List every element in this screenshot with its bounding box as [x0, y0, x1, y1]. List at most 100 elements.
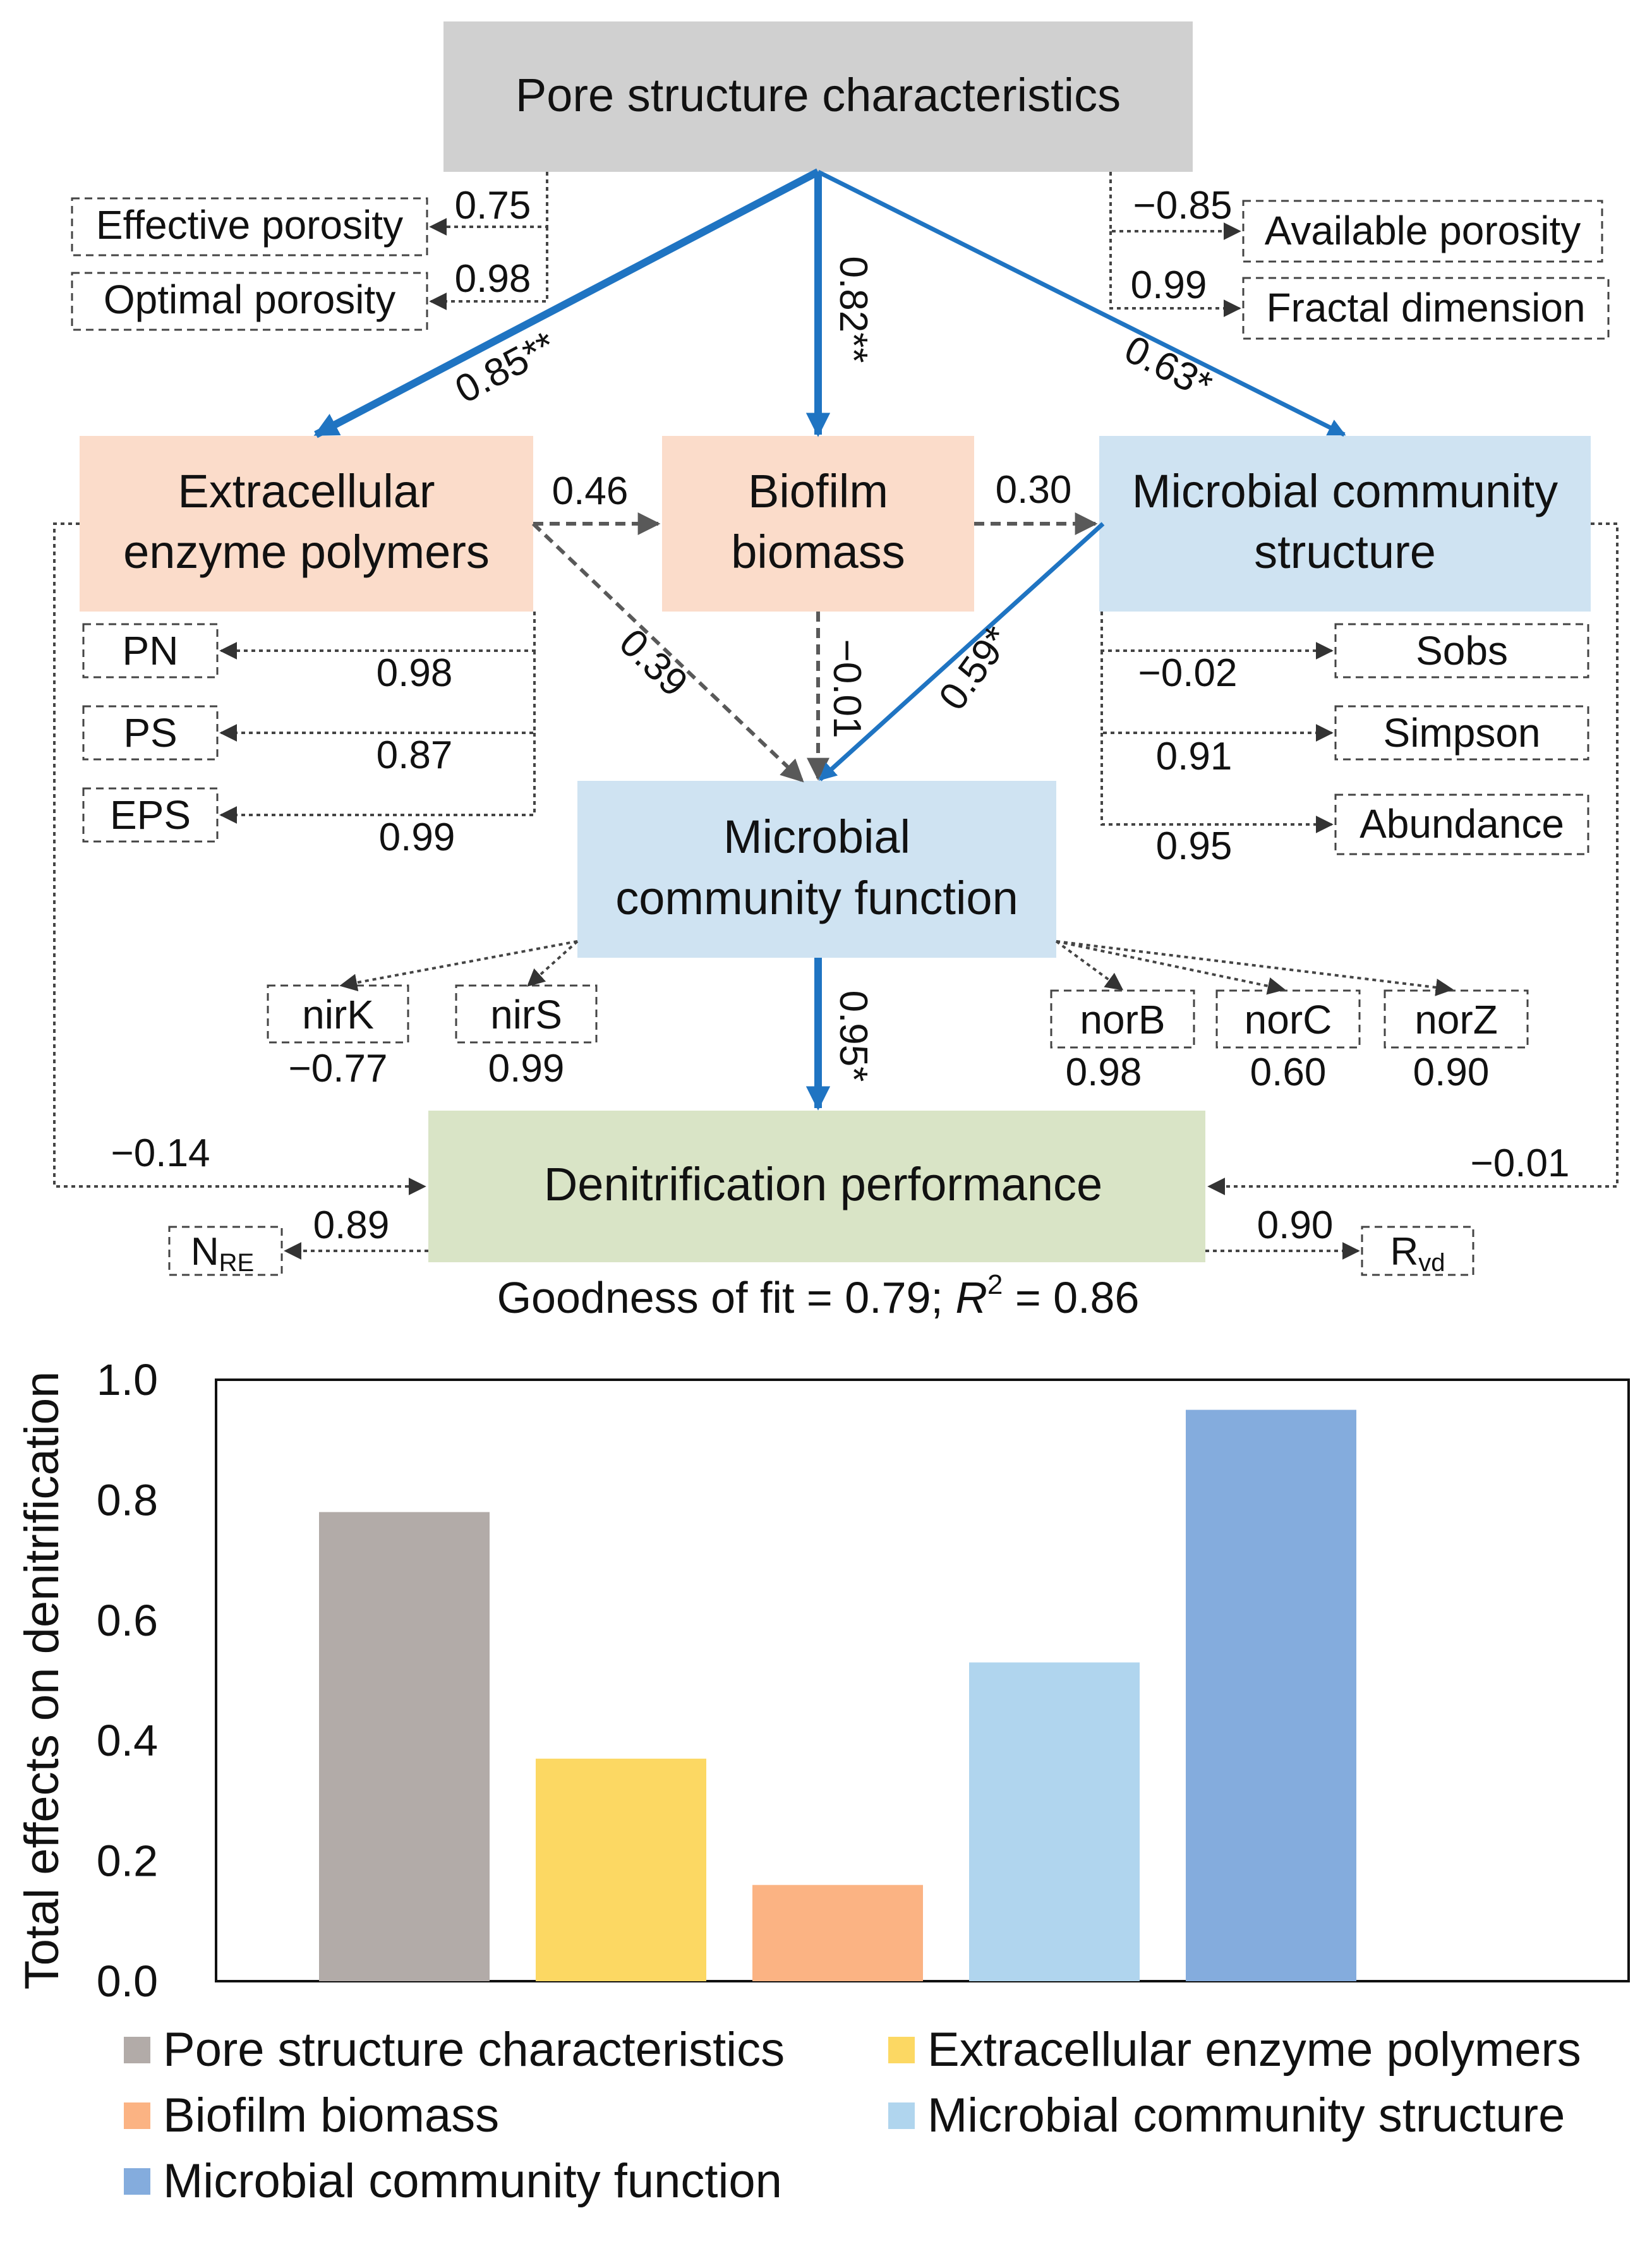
indicator-box-nirs — [455, 984, 598, 1044]
loading-value-effective-porosity: 0.75 — [455, 184, 531, 227]
bar-0 — [319, 1512, 490, 1981]
coef-pore-biofilm: 0.82** — [831, 256, 875, 363]
legend-swatch-4 — [124, 2168, 150, 2195]
loading-arrow-fractal-dimension — [1109, 231, 1241, 317]
node-box-pore — [443, 21, 1193, 172]
indicator-box-nre — [168, 1226, 283, 1276]
loading-value-optimal-porosity: 0.98 — [455, 257, 531, 301]
loading-value-pn: 0.98 — [377, 651, 453, 695]
node-label-structure-line1: Microbial community — [1132, 465, 1558, 517]
loading-arrow-simpson — [1100, 651, 1334, 742]
indicator-box-rvd — [1361, 1226, 1474, 1276]
node-box-community-function — [577, 781, 1056, 958]
node-label-extracellular-line2: enzyme polymers — [123, 526, 490, 578]
y-tick-label-5: 1.0 — [97, 1355, 158, 1404]
bar-4 — [1186, 1409, 1356, 1981]
node-label-extracellular-line1: Extracellular — [178, 465, 435, 517]
indicator-label-nirk: nirK — [302, 992, 374, 1037]
loading-arrow-abundance — [1100, 733, 1334, 833]
loading-arrow-nirs — [526, 940, 579, 987]
indicator-label-eps: EPS — [110, 792, 191, 838]
node-box-biofilm-biomass — [662, 436, 974, 612]
indicator-box-nirk — [267, 984, 409, 1044]
indicator-box-available-porosity — [1242, 200, 1603, 263]
node-box-community-structure — [1099, 436, 1591, 612]
loading-value-rvd: 0.90 — [1257, 1203, 1334, 1247]
path-arrow-structure-to-function — [818, 522, 1105, 781]
loading-value-nirs: 0.99 — [488, 1047, 565, 1090]
indicator-box-abundance — [1334, 793, 1589, 855]
indicator-label-norc: norC — [1245, 997, 1332, 1042]
indicator-label-available-porosity: Available porosity — [1265, 208, 1581, 253]
indicator-label-simpson: Simpson — [1384, 710, 1541, 756]
node-box-extracellular-enzyme — [80, 436, 533, 612]
y-tick-label-4: 0.8 — [97, 1475, 158, 1524]
legend-label-1: Extracellular enzyme polymers — [927, 2023, 1581, 2077]
legend-label-2: Biofilm biomass — [163, 2089, 499, 2142]
legend-swatch-0 — [124, 2037, 150, 2063]
loading-arrow-pn — [219, 612, 536, 660]
indicator-label-rvd: Rvd — [1390, 1230, 1445, 1277]
loading-arrow-available-porosity — [1109, 172, 1241, 240]
node-label-structure-line2: structure — [1254, 526, 1436, 578]
legend-label-3: Microbial community structure — [927, 2089, 1565, 2142]
path-arrow-structure-to-denitrification — [1207, 522, 1619, 1195]
loading-value-norz: 0.90 — [1413, 1051, 1490, 1094]
path-arrow-pore-to-eep — [313, 168, 820, 438]
loading-arrow-nirk — [339, 940, 578, 992]
coef-biofilm-function: −0.01 — [825, 639, 869, 739]
indicator-label-norb: norB — [1080, 997, 1165, 1042]
indicator-box-eps — [82, 787, 219, 843]
indicator-label-norz: norZ — [1414, 997, 1498, 1042]
indicator-label-sobs: Sobs — [1416, 628, 1508, 673]
goodness-of-fit: Goodness of fit = 0.79; R2 = 0.86 — [497, 1269, 1140, 1322]
loading-arrow-norz — [1056, 940, 1454, 996]
loading-value-norb: 0.98 — [1066, 1051, 1142, 1094]
coef-eep-biofilm: 0.46 — [552, 469, 629, 513]
node-label-function-line2: community function — [615, 872, 1018, 924]
indicator-label-pn: PN — [123, 628, 179, 673]
coef-function-denitrification: 0.95* — [831, 991, 875, 1082]
indicator-box-ps — [82, 705, 219, 761]
bar-1 — [536, 1758, 706, 1981]
coef-eep-denitrification: −0.14 — [111, 1131, 210, 1175]
coef-biofilm-structure: 0.30 — [996, 468, 1072, 512]
loading-value-nre: 0.89 — [313, 1203, 390, 1247]
coef-structure-denitrification: −0.01 — [1471, 1142, 1570, 1185]
indicator-box-sobs — [1334, 623, 1589, 679]
node-label-pore: Pore structure characteristics — [515, 69, 1121, 121]
loading-value-norc: 0.60 — [1250, 1051, 1327, 1094]
loading-value-eps: 0.99 — [379, 816, 455, 859]
loading-value-simpson: 0.91 — [1156, 735, 1233, 778]
indicator-label-effective-porosity: Effective porosity — [96, 202, 403, 248]
node-label-function-line1: Microbial — [723, 811, 910, 863]
node-box-denitrification — [428, 1111, 1205, 1262]
bar-2 — [752, 1885, 923, 1981]
legend-label-4: Microbial community function — [163, 2154, 782, 2208]
bar-3 — [969, 1662, 1140, 1981]
chart-y-axis-label: Total effects on denitrification — [15, 1372, 69, 1990]
loading-value-sobs: −0.02 — [1138, 651, 1238, 695]
path-arrow-eep-to-denitrification — [53, 522, 426, 1195]
indicator-box-pn — [82, 623, 219, 679]
loading-arrow-norc — [1056, 940, 1286, 995]
loading-value-fractal-dimension: 0.99 — [1131, 263, 1207, 307]
loading-value-nirk: −0.77 — [289, 1047, 388, 1090]
loading-value-abundance: 0.95 — [1156, 824, 1233, 868]
indicator-box-norb — [1050, 989, 1195, 1049]
indicator-label-nirs: nirS — [490, 992, 562, 1037]
y-tick-label-2: 0.4 — [97, 1716, 158, 1765]
total-effects-chart: Total effects on denitrification 0.0 0.2 0… — [15, 1355, 1630, 2208]
loading-value-available-porosity: −0.85 — [1133, 184, 1233, 227]
loading-arrow-sobs — [1100, 612, 1334, 660]
loading-value-ps: 0.87 — [377, 733, 453, 777]
legend-swatch-3 — [888, 2102, 915, 2129]
coef-pore-structure: 0.63* — [1118, 327, 1219, 407]
indicator-label-abundance: Abundance — [1360, 801, 1564, 847]
indicator-box-optimal-porosity — [71, 272, 428, 331]
node-label-denitrification: Denitrification performance — [544, 1158, 1102, 1210]
loading-arrow-optimal-porosity — [429, 227, 548, 310]
loading-arrow-ps — [219, 651, 536, 742]
indicator-box-simpson — [1334, 705, 1589, 761]
